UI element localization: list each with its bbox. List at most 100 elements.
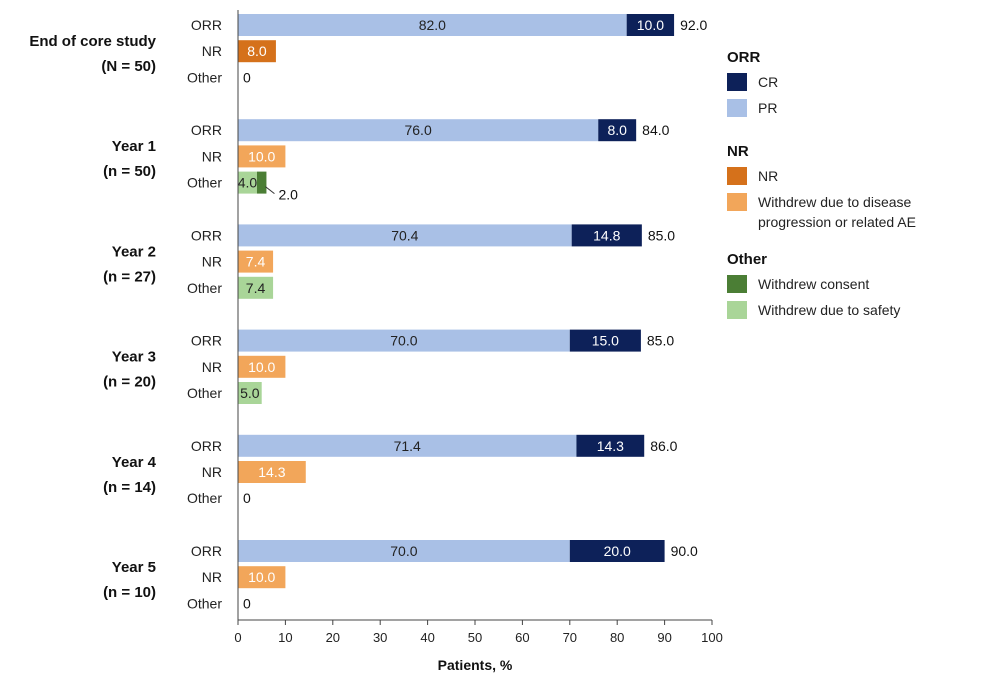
legend-heading: NR xyxy=(727,143,749,160)
legend-label: progression or related AE xyxy=(758,214,916,230)
bar-value-label: 7.4 xyxy=(246,280,266,296)
row-label-nr: NR xyxy=(202,569,222,585)
bar-cr xyxy=(571,224,642,247)
legend-label: Withdrew due to disease xyxy=(758,194,912,210)
group-subtitle: (n = 20) xyxy=(103,374,156,391)
bar-value-label: 70.4 xyxy=(391,227,418,243)
total-value-label: 0 xyxy=(243,69,251,85)
bar-nr-withdrew xyxy=(238,250,274,273)
bar-withdrew-safety xyxy=(238,276,274,299)
row-label-nr: NR xyxy=(202,43,222,59)
x-axis-title: Patients, % xyxy=(438,657,513,673)
row-label-other: Other xyxy=(187,175,222,191)
bar-withdrew-safety xyxy=(238,171,257,194)
bar-cr xyxy=(598,119,637,142)
row-label-nr: NR xyxy=(202,359,222,375)
x-tick-label: 20 xyxy=(326,630,340,645)
row-label-other: Other xyxy=(187,69,222,85)
total-value-label: 84.0 xyxy=(642,122,669,138)
legend-swatch-pr xyxy=(727,99,747,117)
bar-nr-withdrew xyxy=(238,461,306,483)
bar-value-label: 8.0 xyxy=(247,43,267,59)
legend-swatch-withdrew-safety xyxy=(727,301,747,319)
row-label-nr: NR xyxy=(202,148,222,164)
x-tick-label: 10 xyxy=(278,630,292,645)
bar-withdrew-consent xyxy=(256,171,267,194)
callout-line xyxy=(265,186,275,194)
group-subtitle: (n = 27) xyxy=(103,268,156,285)
group-subtitle: (n = 14) xyxy=(103,479,156,496)
x-tick-label: 60 xyxy=(515,630,529,645)
bar-value-label: 8.0 xyxy=(607,122,627,138)
bar-value-label: 10.0 xyxy=(248,569,275,585)
legend-swatch-cr xyxy=(727,73,747,91)
row-label-nr: NR xyxy=(202,464,222,480)
row-label-orr: ORR xyxy=(191,438,222,454)
legend-swatch-withdrew-consent xyxy=(727,275,747,293)
x-tick-label: 30 xyxy=(373,630,387,645)
bar-pr xyxy=(238,329,570,352)
bar-withdrew-safety xyxy=(238,382,262,404)
bar-pr xyxy=(238,119,599,142)
x-tick-label: 50 xyxy=(468,630,482,645)
bar-value-label: 14.3 xyxy=(597,438,624,454)
bar-cr xyxy=(569,540,665,562)
row-label-other: Other xyxy=(187,595,222,611)
bar-nr-withdrew xyxy=(238,355,286,378)
legend-label: CR xyxy=(758,74,778,90)
bar-value-label: 10.0 xyxy=(248,359,275,375)
x-tick-label: 80 xyxy=(610,630,624,645)
row-label-nr: NR xyxy=(202,254,222,270)
group-subtitle: (n = 50) xyxy=(103,163,156,180)
total-value-label: 90.0 xyxy=(671,543,698,559)
group-title: End of core study xyxy=(29,33,156,50)
bar-value-label: 2.0 xyxy=(278,187,298,203)
bar-value-label: 10.0 xyxy=(637,17,664,33)
row-label-orr: ORR xyxy=(191,122,222,138)
total-value-label: 0 xyxy=(243,490,251,506)
bar-value-label: 71.4 xyxy=(394,438,421,454)
group-title: Year 1 xyxy=(112,138,156,155)
group-title: Year 5 xyxy=(112,559,156,576)
group-title: Year 4 xyxy=(112,454,157,471)
x-tick-label: 0 xyxy=(234,630,241,645)
bar-value-label: 10.0 xyxy=(248,148,275,164)
group-title: Year 3 xyxy=(112,349,156,366)
total-value-label: 85.0 xyxy=(648,227,675,243)
legend-swatch-nr xyxy=(727,167,747,185)
bar-cr xyxy=(576,434,645,457)
bar-nr xyxy=(238,40,276,63)
legend-heading: ORR xyxy=(727,49,761,66)
bar-nr-withdrew xyxy=(238,566,286,589)
total-value-label: 0 xyxy=(243,595,251,611)
x-tick-label: 70 xyxy=(563,630,577,645)
bar-nr-withdrew xyxy=(238,145,286,168)
bar-value-label: 14.3 xyxy=(258,464,285,480)
row-label-other: Other xyxy=(187,385,222,401)
bar-cr xyxy=(569,329,641,352)
bar-value-label: 14.8 xyxy=(593,227,620,243)
x-tick-label: 100 xyxy=(701,630,723,645)
bar-pr xyxy=(238,540,570,562)
legend-label: Withdrew consent xyxy=(758,276,869,292)
bar-value-label: 4.0 xyxy=(238,175,258,191)
bar-value-label: 76.0 xyxy=(404,122,431,138)
bar-value-label: 15.0 xyxy=(592,333,619,349)
legend-label: PR xyxy=(758,100,777,116)
legend-heading: Other xyxy=(727,251,767,268)
bar-cr xyxy=(626,14,675,36)
bar-pr xyxy=(238,224,572,247)
row-label-other: Other xyxy=(187,490,222,506)
row-label-orr: ORR xyxy=(191,543,222,559)
bar-value-label: 82.0 xyxy=(419,17,446,33)
group-subtitle: (N = 50) xyxy=(101,58,156,75)
legend-label: Withdrew due to safety xyxy=(758,302,900,318)
bar-value-label: 7.4 xyxy=(246,254,266,270)
total-value-label: 86.0 xyxy=(650,438,677,454)
total-value-label: 92.0 xyxy=(680,17,707,33)
x-tick-label: 90 xyxy=(657,630,671,645)
legend-label: NR xyxy=(758,168,778,184)
bar-value-label: 70.0 xyxy=(390,543,417,559)
